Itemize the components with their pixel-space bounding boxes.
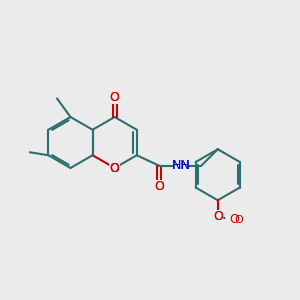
Text: O: O (229, 213, 239, 226)
Text: O: O (110, 91, 120, 104)
Text: O: O (110, 161, 120, 175)
FancyBboxPatch shape (174, 161, 188, 170)
Text: O: O (234, 215, 243, 225)
FancyBboxPatch shape (110, 164, 120, 172)
FancyBboxPatch shape (212, 212, 223, 221)
Text: O: O (110, 161, 120, 175)
Text: O: O (110, 161, 120, 175)
FancyBboxPatch shape (154, 181, 165, 191)
Text: O: O (154, 180, 164, 193)
Text: O: O (154, 180, 164, 193)
FancyBboxPatch shape (225, 215, 243, 224)
Text: NH: NH (172, 159, 190, 172)
Text: O: O (213, 210, 223, 223)
FancyBboxPatch shape (110, 161, 119, 175)
FancyBboxPatch shape (213, 210, 222, 223)
FancyBboxPatch shape (109, 163, 120, 173)
FancyBboxPatch shape (109, 93, 120, 102)
Text: O: O (110, 91, 120, 104)
FancyBboxPatch shape (174, 159, 188, 172)
FancyBboxPatch shape (110, 91, 119, 104)
FancyBboxPatch shape (155, 179, 164, 193)
Text: HN: HN (172, 159, 190, 172)
Text: O: O (213, 210, 223, 223)
